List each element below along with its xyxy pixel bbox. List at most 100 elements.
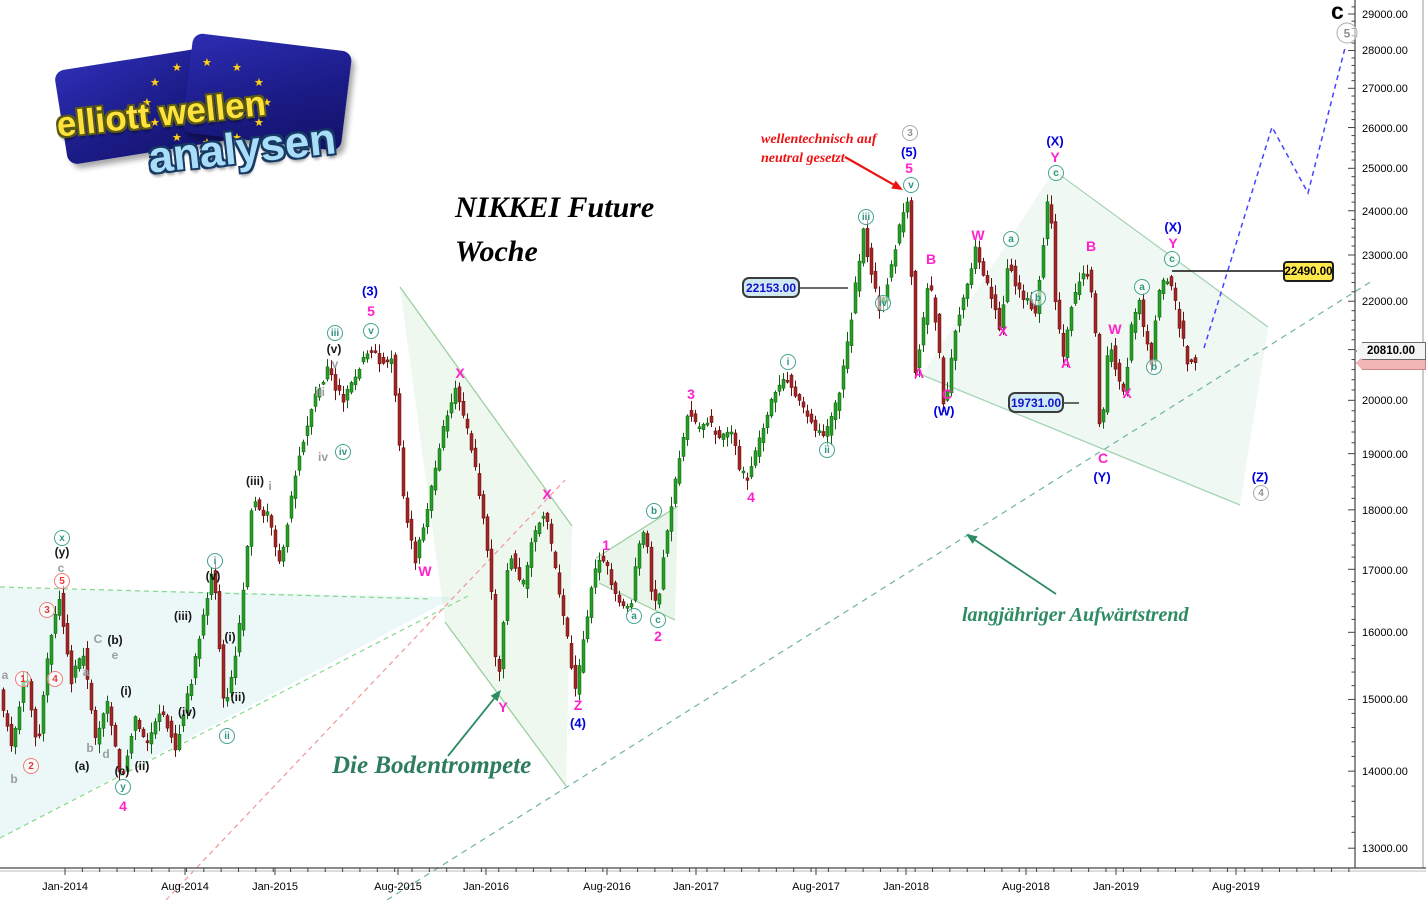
svg-text:Jan-2018: Jan-2018 (883, 881, 929, 893)
wave-label: 3 (687, 386, 695, 402)
price-target-tag-22490: 22490.00 (1283, 261, 1334, 282)
svg-text:Jan-2019: Jan-2019 (1093, 881, 1139, 893)
wave-label: Z (573, 697, 583, 713)
wave-label: 5 (905, 160, 913, 176)
wave-circle-label: ii (819, 442, 835, 458)
wave-label: (W) (933, 403, 955, 419)
wave-label: Y (1050, 149, 1060, 165)
svg-text:23000.00: 23000.00 (1362, 250, 1408, 262)
wave-label: i (268, 479, 272, 493)
svg-text:Aug-2017: Aug-2017 (792, 881, 840, 893)
wave-label: iv (317, 450, 329, 464)
wave-label: A (1060, 355, 1072, 371)
svg-text:14000.00: 14000.00 (1362, 766, 1408, 778)
svg-text:Jan-2016: Jan-2016 (463, 881, 509, 893)
wave-label: B (1085, 238, 1097, 254)
svg-text:Jan-2014: Jan-2014 (42, 881, 88, 893)
neutral-annotation: wellentechnisch auf neutral gesetzt (761, 130, 877, 168)
wave-label: C (93, 632, 103, 646)
wave-label: Y (498, 699, 508, 715)
svg-text:Aug-2014: Aug-2014 (161, 881, 209, 893)
svg-text:28000.00: 28000.00 (1362, 45, 1408, 57)
svg-text:24000.00: 24000.00 (1362, 206, 1408, 218)
wave-circle-label: a (626, 608, 642, 624)
wave-label: e (111, 648, 119, 662)
wave-label: (X) (1164, 219, 1182, 235)
eu-star-icon: ★ (202, 137, 212, 149)
wave-circle-label: a (1003, 231, 1019, 247)
wave-circle-label: i (207, 553, 223, 569)
wave-label: 1 (602, 537, 610, 553)
wave-circle-label: 4 (47, 671, 63, 687)
wave-circle-label: i (780, 354, 796, 370)
svg-text:17000.00: 17000.00 (1362, 565, 1408, 577)
corner-wave-letter-c: c (1331, 0, 1344, 24)
wave-circle-label: iii (327, 325, 343, 341)
wave-label: (iii) (174, 609, 192, 623)
wave-circle-label: 3 (39, 602, 55, 618)
wave-label: a (1, 668, 9, 682)
bodentrompete-annotation: Die Bodentrompete (332, 752, 532, 779)
wave-label: Y (1168, 235, 1178, 251)
wave-label: (ii) (134, 759, 150, 773)
wave-circle-label: ii (219, 728, 235, 744)
wave-circle-label: iv (875, 295, 891, 311)
wave-label: (4) (570, 715, 586, 731)
svg-text:20000.00: 20000.00 (1362, 395, 1408, 407)
svg-text:29000.00: 29000.00 (1362, 9, 1408, 21)
uptrend-annotation: langjähriger Aufwärtstrend (962, 604, 1189, 626)
wave-circle-label: iv (335, 444, 351, 460)
wave-label: 5 (367, 303, 375, 319)
wave-label: (a) (74, 759, 90, 773)
wave-circle-label: y (115, 779, 131, 795)
wave-label: (ii) (230, 690, 246, 704)
elliott-wellen-analysen-logo: ★ ★ ★ ★ ★ ★ ★ ★ ★ ★ ★ ★ elliott wellen analysen (52, 32, 357, 183)
wave-circle-label: b (1146, 359, 1162, 375)
wave-circle-label: 5 (1336, 22, 1358, 44)
wave-label: (v) (326, 342, 342, 356)
current-price-tag: 20810.00 (1356, 342, 1426, 360)
price-level-tag-19731: 19731.00 (1008, 392, 1064, 413)
wave-circle-label: a (1134, 279, 1150, 295)
wave-label: C (941, 386, 953, 402)
eu-star-icon: ★ (262, 97, 272, 109)
svg-text:Aug-2015: Aug-2015 (374, 881, 422, 893)
wave-circle-label: c (1048, 165, 1064, 181)
svg-text:27000.00: 27000.00 (1362, 83, 1408, 95)
wave-label: (i) (120, 684, 132, 698)
wave-circle-label: b (1030, 290, 1046, 306)
svg-text:Aug-2016: Aug-2016 (583, 881, 631, 893)
wave-label: (X) (1046, 133, 1064, 149)
svg-text:Jan-2017: Jan-2017 (673, 881, 719, 893)
eu-star-icon: ★ (150, 77, 160, 89)
wave-label: 4 (747, 489, 755, 505)
svg-text:Aug-2019: Aug-2019 (1212, 881, 1260, 893)
wave-label: iii (314, 385, 326, 399)
eu-star-icon: ★ (142, 97, 152, 109)
wave-label: C (1097, 450, 1109, 466)
chart-title: NIKKEI Future Woche (455, 186, 654, 274)
wave-label: a (82, 665, 90, 679)
wave-circle-label: 3 (902, 125, 918, 141)
svg-text:22000.00: 22000.00 (1362, 296, 1408, 308)
wave-label: (i) (224, 630, 236, 644)
wave-label: W (418, 563, 432, 579)
wave-circle-label: v (903, 177, 919, 193)
wave-label: X (455, 365, 465, 381)
svg-text:18000.00: 18000.00 (1362, 505, 1408, 517)
eu-star-icon: ★ (150, 117, 160, 129)
wave-label: (iv) (178, 705, 196, 719)
wave-label: v (331, 357, 339, 371)
wave-label: X (1122, 385, 1132, 401)
wave-circle-label: v (363, 323, 379, 339)
chart-title-line1: NIKKEI Future (455, 191, 655, 224)
wave-label: (3) (362, 283, 378, 299)
neutral-annotation-line2: neutral gesetzt (761, 151, 845, 166)
eu-star-icon: ★ (232, 131, 242, 144)
wave-circle-label: iii (858, 209, 874, 225)
wave-label: W (1108, 321, 1122, 337)
neutral-annotation-line1: wellentechnisch auf (761, 132, 877, 147)
wave-circle-label: 1 (15, 671, 31, 687)
wave-label: B (925, 251, 937, 267)
wave-label: c (57, 561, 65, 575)
